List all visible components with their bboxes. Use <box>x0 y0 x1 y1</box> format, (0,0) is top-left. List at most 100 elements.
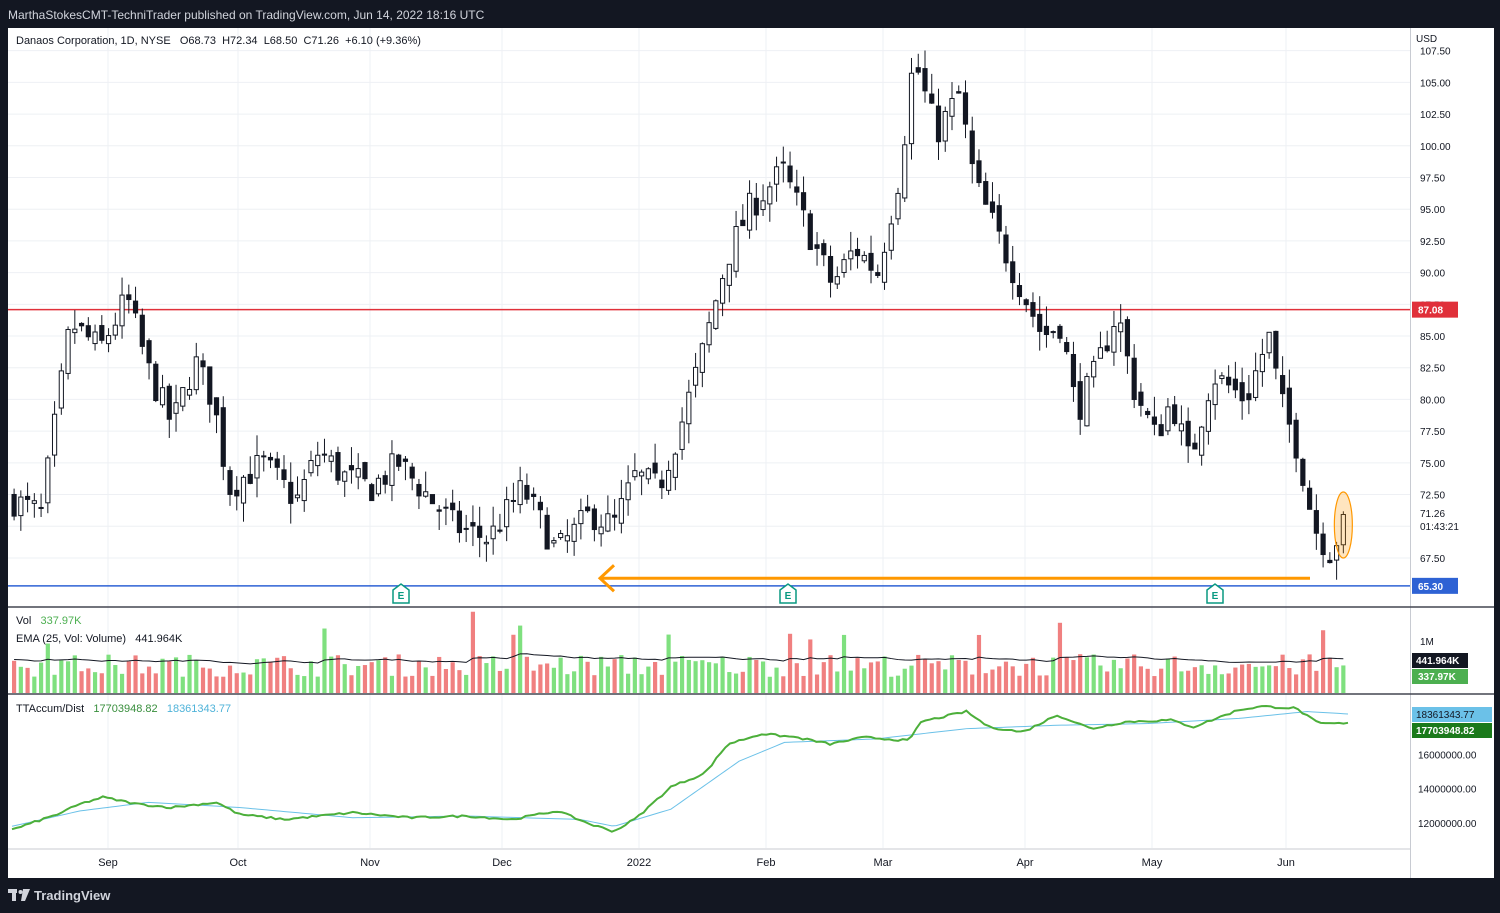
volume-bar <box>929 663 934 693</box>
arrow-head-icon <box>597 564 616 593</box>
volume-bar <box>200 667 206 693</box>
price-axis[interactable]: USD 67.50 72.50 75.00 77.50 80.00 82.50 85.00 87… <box>1410 28 1494 878</box>
candle-body <box>746 192 753 231</box>
candle-body <box>207 366 213 405</box>
volume-bar <box>551 667 556 693</box>
volume-bar <box>922 659 928 693</box>
volume-bar <box>632 657 637 693</box>
volume-bar <box>1321 630 1326 693</box>
volume-label: Vol <box>16 615 32 627</box>
time-tick-label: May <box>1142 857 1163 869</box>
candle-body <box>868 252 874 271</box>
tradingview-logo-icon <box>8 889 30 901</box>
volume-bar <box>268 661 273 693</box>
candle-body <box>564 535 570 542</box>
volume-bar <box>801 675 806 693</box>
volume-bar <box>1240 664 1245 693</box>
chart-area[interactable]: E E E Sep Oct Nov Dec 2022 Feb Mar Apr May Jun Danao… <box>8 28 1410 878</box>
support-badge-label: 65.30 <box>1418 582 1443 593</box>
candle-body <box>159 387 166 406</box>
candle-body <box>213 397 220 416</box>
volume-bar <box>1105 671 1110 693</box>
volume-bar <box>531 670 536 693</box>
volume-bar <box>261 658 266 693</box>
candle-body <box>531 493 537 497</box>
candle-body <box>1131 357 1137 401</box>
volume-bar <box>86 668 91 693</box>
candle-body <box>382 475 388 485</box>
volume-bar <box>781 676 786 693</box>
volume-bar <box>403 676 408 693</box>
candle-body <box>618 498 624 524</box>
candle-body <box>666 469 672 491</box>
candle-body <box>139 314 145 347</box>
volume-bar <box>787 633 793 693</box>
change-value: +6.10 (+9.36%) <box>345 35 421 47</box>
volume-bar <box>518 625 523 693</box>
volume-bar <box>1199 665 1204 693</box>
candle-body <box>402 458 409 462</box>
candle-body <box>470 522 476 527</box>
candle-body <box>321 453 328 456</box>
volume-bar <box>254 659 260 693</box>
candle-body <box>1037 313 1043 332</box>
candle-body <box>996 205 1002 232</box>
volume-bar <box>767 676 772 693</box>
volume-bar <box>437 656 442 693</box>
volume-bar <box>194 659 199 693</box>
chart-svg[interactable]: E E E Sep Oct Nov Dec 2022 Feb Mar Apr May Jun <box>8 28 1410 878</box>
candle-body <box>348 465 355 471</box>
price-tick-label: 97.50 <box>1420 174 1445 185</box>
candle-body <box>173 402 179 414</box>
candle-body <box>983 181 989 205</box>
candle-body <box>335 452 341 481</box>
candle-body <box>193 356 199 391</box>
candle-body <box>753 197 759 216</box>
candle-body <box>794 186 800 193</box>
candle-body <box>477 525 483 538</box>
volume-bar <box>1246 663 1251 693</box>
candle-body <box>1104 345 1110 352</box>
candle-body <box>989 201 996 213</box>
volume-bar <box>1267 665 1272 693</box>
volume-bar <box>1172 656 1177 693</box>
volume-bar <box>1300 659 1305 693</box>
axis-svg[interactable]: USD 67.50 72.50 75.00 77.50 80.00 82.50 85.00 87… <box>1410 28 1494 878</box>
volume-bar <box>79 671 84 693</box>
accum-line <box>11 705 1349 833</box>
volume-bar <box>889 676 894 693</box>
volume-bar <box>72 655 77 693</box>
candle-body <box>949 98 955 117</box>
volume-bar <box>457 670 462 693</box>
candle-body <box>126 294 132 301</box>
volume-bar <box>389 675 395 693</box>
candle-body <box>1016 285 1023 298</box>
candle-body <box>1003 234 1009 264</box>
volume-bar <box>1118 668 1123 693</box>
volume-bar <box>1024 663 1029 693</box>
volume-bar <box>504 668 509 693</box>
candle-body <box>112 324 118 336</box>
volume-bar <box>207 668 212 693</box>
candle-body <box>517 480 523 506</box>
low-value: L68.50 <box>263 35 298 47</box>
price-tick-label: 92.50 <box>1420 237 1445 248</box>
volume-bar <box>410 675 415 693</box>
volume-bar <box>774 667 779 693</box>
volume-bar <box>626 673 631 693</box>
accum-value-2: 18361343.77 <box>166 703 232 715</box>
volume-bar <box>396 654 401 693</box>
volume-bar <box>450 662 455 693</box>
volume-bar <box>882 656 887 693</box>
candle-body <box>254 454 260 479</box>
price-tick-label: 102.50 <box>1420 110 1451 121</box>
candle-body <box>1077 381 1083 420</box>
volume-bar <box>1078 654 1083 693</box>
candle-body <box>1307 487 1313 510</box>
volume-bar <box>868 662 874 693</box>
candle-body <box>585 506 591 512</box>
accum-badge <box>1412 723 1492 738</box>
candle-body <box>1145 410 1151 416</box>
volume-bar <box>1192 667 1197 693</box>
candle-body <box>652 462 658 474</box>
